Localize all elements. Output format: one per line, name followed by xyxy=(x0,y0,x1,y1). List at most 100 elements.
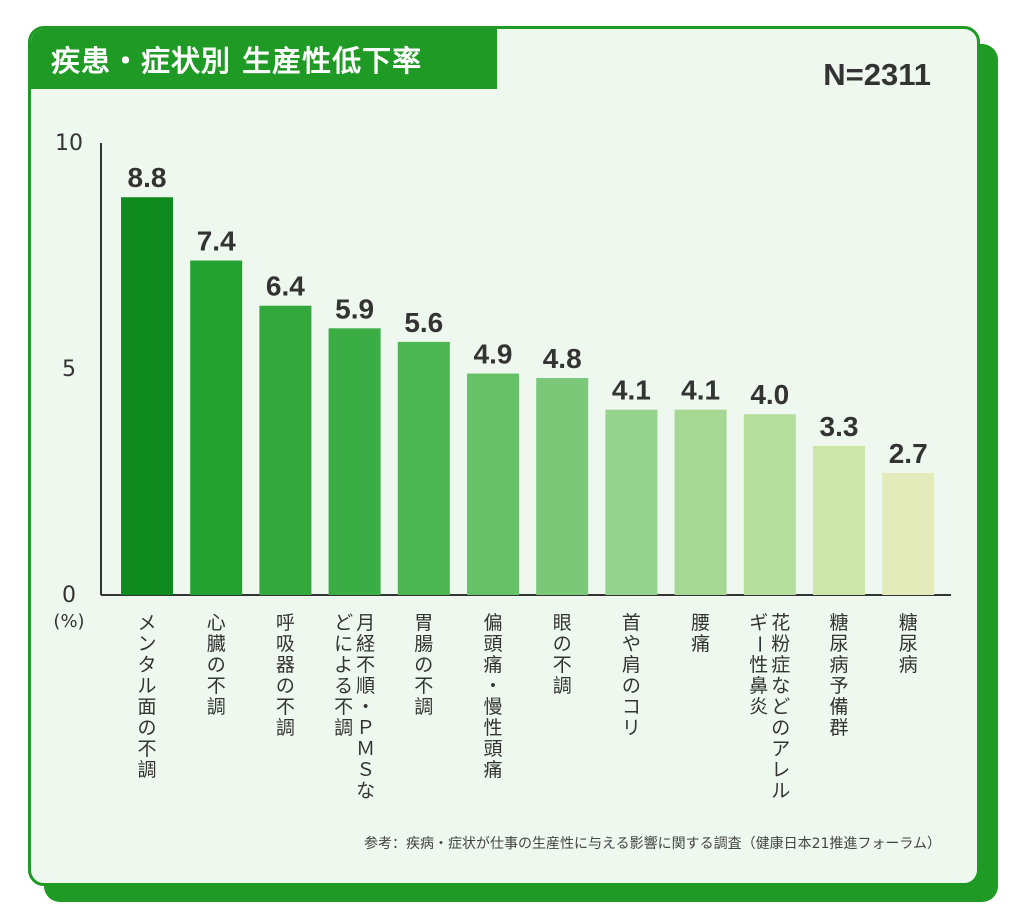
category-label-char: 胃 xyxy=(414,612,433,634)
category-label: 糖尿病 xyxy=(899,612,918,676)
bar xyxy=(259,305,312,595)
value-label: 4.1 xyxy=(681,375,720,406)
category-label-char: の xyxy=(276,675,295,697)
category-label-char: 不 xyxy=(334,696,353,718)
category-label-char: な xyxy=(771,675,790,697)
category-label-char: に xyxy=(334,633,353,655)
category-label-char: コ xyxy=(622,696,641,718)
category-label-char: 調 xyxy=(137,759,156,781)
category-label-char: 頭 xyxy=(483,738,502,760)
category-label-char: 腸 xyxy=(414,633,433,655)
category-label-char: 不 xyxy=(414,675,433,697)
category-label-char: リ xyxy=(622,717,641,739)
sample-size-label: N=2311 xyxy=(823,57,931,92)
category-label-char: 性 xyxy=(749,654,768,676)
category-label-char: 病 xyxy=(899,654,918,676)
category-label-char: の xyxy=(622,675,641,697)
category-label-char: 頭 xyxy=(483,633,502,655)
y-tick-label: 10 xyxy=(55,131,83,156)
bar-chart: 0 5 10 (%) 8.8 7.4 6.4 5.9 5.6 4.9 4.8 4.1 4.1 4.0 3… xyxy=(53,131,951,802)
value-labels-group: 8.8 7.4 6.4 5.9 5.6 4.9 4.8 4.1 4.1 4.0 3.3 2.7 xyxy=(128,162,928,469)
bar xyxy=(605,409,658,595)
category-label-char: 調 xyxy=(414,696,433,718)
category-label-char: 鼻 xyxy=(749,675,768,697)
category-label-char: ー xyxy=(748,634,770,653)
category-label-char: ・ xyxy=(483,675,502,697)
category-label-char: よ xyxy=(334,654,353,676)
category-label-char: タ xyxy=(137,654,156,676)
category-label-char: 肩 xyxy=(622,654,641,676)
value-label: 5.9 xyxy=(335,293,374,324)
category-label-char: の xyxy=(137,717,156,739)
chart-title: 疾患・症状別 生産性低下率 xyxy=(31,29,497,89)
value-label: 4.9 xyxy=(474,339,513,370)
category-label-char: 不 xyxy=(137,738,156,760)
category-label-char: 不 xyxy=(356,654,375,676)
value-label: 5.6 xyxy=(404,307,443,338)
category-label-char: 調 xyxy=(334,717,353,739)
category-label-char: 心 xyxy=(207,612,226,634)
category-label-char: 備 xyxy=(829,696,848,718)
category-label-char: 経 xyxy=(356,633,375,655)
category-label-char: 器 xyxy=(276,654,295,676)
y-tick-label: 0 xyxy=(62,583,76,608)
category-label-char: の xyxy=(771,717,790,739)
category-labels-group: メンタル面の不調心臓の不調呼吸器の不調月経不順・ＰＭＳなどによる不調胃腸の不調偏… xyxy=(137,612,917,802)
bar xyxy=(190,260,243,595)
value-label: 4.1 xyxy=(612,375,651,406)
bar xyxy=(813,445,865,595)
category-label-char: Ｓ xyxy=(356,759,375,781)
category-label-char: 尿 xyxy=(829,633,848,655)
category-label-char: や xyxy=(622,633,641,655)
category-label-char: 症 xyxy=(771,654,790,676)
category-label-char: 調 xyxy=(553,675,572,697)
value-label: 4.0 xyxy=(750,379,789,410)
category-label-char: Ｍ xyxy=(356,738,375,760)
source-note: 参考：疾病・症状が仕事の生産性に与える影響に関する調査（健康日本21推進フォーラ… xyxy=(364,836,941,852)
value-label: 8.8 xyxy=(128,162,167,193)
category-label-char: 予 xyxy=(829,675,848,697)
chart-card: 疾患・症状別 生産性低下率 N=2311 0 5 10 (%) 8.8 7.4 6.4 5… xyxy=(28,26,980,886)
category-label-char: レ xyxy=(771,759,790,781)
category-label-char: 糖 xyxy=(829,612,848,634)
category-label-char: ア xyxy=(771,738,790,760)
category-label-char: 腰 xyxy=(691,612,710,634)
category-label-char: ど xyxy=(334,612,353,634)
bar xyxy=(467,373,519,595)
category-label-char: 面 xyxy=(137,696,156,718)
category-label-char: 不 xyxy=(553,654,572,676)
category-label-char: 吸 xyxy=(276,633,295,655)
category-label-char: 調 xyxy=(276,717,295,739)
y-ticks: 0 5 10 xyxy=(55,131,83,608)
bar xyxy=(743,414,796,595)
bar xyxy=(674,409,727,595)
category-label-char: 性 xyxy=(483,717,502,739)
category-label-char: ど xyxy=(771,696,790,718)
value-label: 2.7 xyxy=(889,438,928,469)
bar xyxy=(536,378,589,595)
category-label-char: Ｐ xyxy=(356,717,375,739)
category-label-char: 順 xyxy=(356,675,375,697)
category-label-char: ギ xyxy=(749,612,768,634)
bar xyxy=(328,328,381,595)
category-label-char: 痛 xyxy=(691,633,710,655)
value-label: 7.4 xyxy=(197,226,236,257)
category-label-char: 眼 xyxy=(553,612,572,634)
category-label-char: 臓 xyxy=(207,633,226,655)
category-label-char: 粉 xyxy=(771,633,790,655)
bar xyxy=(397,341,450,595)
bar xyxy=(882,472,935,595)
category-label-char: ・ xyxy=(356,696,375,718)
category-label-char: 炎 xyxy=(749,696,768,718)
category-label-char: る xyxy=(334,675,353,697)
category-label-char: 首 xyxy=(622,612,641,634)
